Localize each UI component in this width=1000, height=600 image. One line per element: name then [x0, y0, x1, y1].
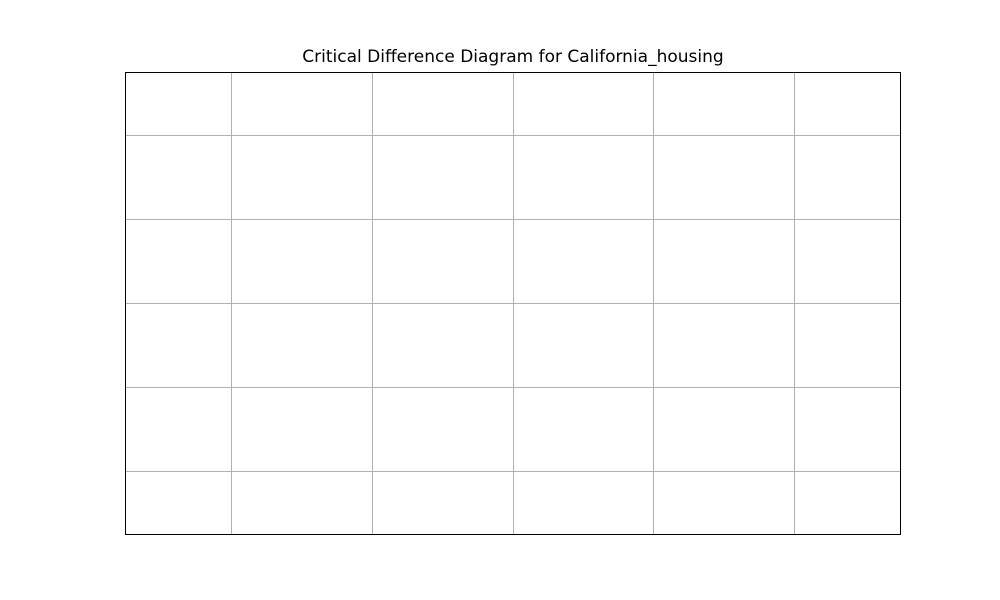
plot-frame: [125, 72, 901, 535]
chart-title: Critical Difference Diagram for Californ…: [302, 47, 724, 67]
grid-lines: [125, 72, 901, 535]
